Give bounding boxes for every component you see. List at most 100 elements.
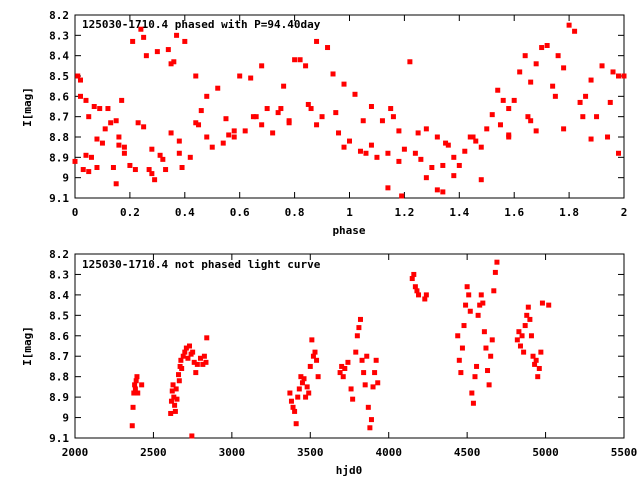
data-point	[299, 380, 305, 386]
data-point	[86, 114, 92, 120]
data-point	[488, 353, 494, 359]
x-tick-label: 3500	[297, 446, 324, 459]
y-tick-label: 9	[62, 412, 69, 425]
data-point	[204, 93, 210, 99]
data-point	[204, 335, 210, 341]
unphased-light-curve-panel: 125030-1710.4 not phased light curve hjd…	[21, 248, 637, 477]
data-point	[133, 378, 139, 384]
data-point	[357, 148, 363, 154]
data-point	[350, 396, 356, 402]
data-point	[190, 349, 196, 355]
data-point	[108, 120, 114, 126]
data-point	[528, 79, 534, 85]
data-point	[176, 138, 182, 144]
data-point	[248, 75, 254, 81]
data-point	[197, 355, 203, 361]
data-point	[337, 370, 343, 376]
data-point	[183, 345, 189, 351]
data-point	[187, 154, 193, 160]
data-point	[621, 73, 627, 79]
data-point	[514, 337, 520, 343]
data-point	[143, 53, 149, 59]
x-tick-label: 1.8	[559, 206, 579, 219]
bottom-data-points	[129, 259, 552, 439]
y-tick-label: 8.8	[49, 371, 69, 384]
data-point	[297, 57, 303, 63]
data-point	[172, 408, 178, 414]
data-point	[342, 365, 348, 371]
data-point	[379, 118, 385, 124]
data-point	[525, 114, 531, 120]
data-point	[121, 144, 127, 150]
y-tick-label: 8.7	[49, 350, 69, 363]
data-point	[171, 394, 177, 400]
data-point	[440, 162, 446, 168]
data-point	[132, 382, 138, 388]
x-tick-label: 0.4	[175, 206, 195, 219]
data-point	[336, 130, 342, 136]
data-point	[368, 417, 374, 423]
data-point	[315, 374, 321, 380]
data-point	[220, 140, 226, 146]
data-point	[401, 146, 407, 152]
data-point	[189, 433, 195, 439]
data-point	[495, 87, 501, 93]
data-point	[616, 73, 622, 79]
data-point	[91, 104, 97, 109]
data-point	[357, 316, 363, 322]
data-point	[287, 390, 293, 396]
data-point	[517, 69, 523, 75]
data-point	[139, 382, 145, 388]
data-point	[172, 402, 178, 408]
data-point	[470, 400, 476, 406]
data-point	[580, 114, 586, 120]
y-tick-label: 8.6	[49, 90, 69, 103]
data-point	[113, 181, 119, 187]
data-point	[169, 388, 175, 394]
data-point	[157, 152, 163, 158]
data-point	[599, 63, 605, 69]
y-tick-label: 8.5	[49, 309, 69, 322]
data-point	[176, 378, 182, 384]
bottom-chart-title: 125030-1710.4 not phased light curve	[82, 258, 321, 271]
data-point	[474, 363, 480, 369]
data-point	[352, 91, 358, 97]
y-tick-label: 8.5	[49, 70, 69, 83]
data-point	[171, 59, 177, 65]
data-point	[176, 150, 182, 156]
data-point	[306, 390, 312, 396]
data-point	[160, 156, 166, 162]
x-tick-label: 2500	[140, 446, 167, 459]
data-point	[165, 47, 171, 53]
data-point	[451, 154, 457, 160]
data-point	[298, 374, 304, 380]
data-point	[176, 372, 182, 378]
data-point	[412, 150, 418, 156]
bottom-axis-ticks: 2000 2500 3000 3500 4000 4500 5000 5500 8.2 8.3 8.…	[49, 248, 637, 459]
data-point	[83, 152, 89, 158]
bottom-plot-frame	[74, 253, 625, 439]
data-point	[516, 329, 522, 335]
data-point	[180, 353, 186, 359]
data-point	[528, 118, 534, 124]
data-point	[226, 132, 232, 138]
data-point	[194, 361, 200, 367]
data-point	[480, 300, 486, 306]
data-point	[345, 359, 351, 365]
data-point	[116, 134, 122, 140]
data-point	[407, 59, 413, 65]
data-point	[409, 276, 415, 282]
data-point	[519, 333, 525, 339]
data-point	[130, 404, 136, 410]
data-point	[572, 28, 578, 34]
data-point	[275, 110, 281, 116]
data-point	[187, 343, 193, 349]
bottom-x-axis-label: hjd0	[336, 464, 363, 477]
y-tick-label: 9	[62, 172, 69, 185]
data-point	[303, 394, 309, 400]
data-point	[588, 136, 594, 142]
data-point	[360, 118, 366, 124]
data-point	[301, 376, 307, 382]
y-tick-label: 8.2	[49, 248, 69, 261]
